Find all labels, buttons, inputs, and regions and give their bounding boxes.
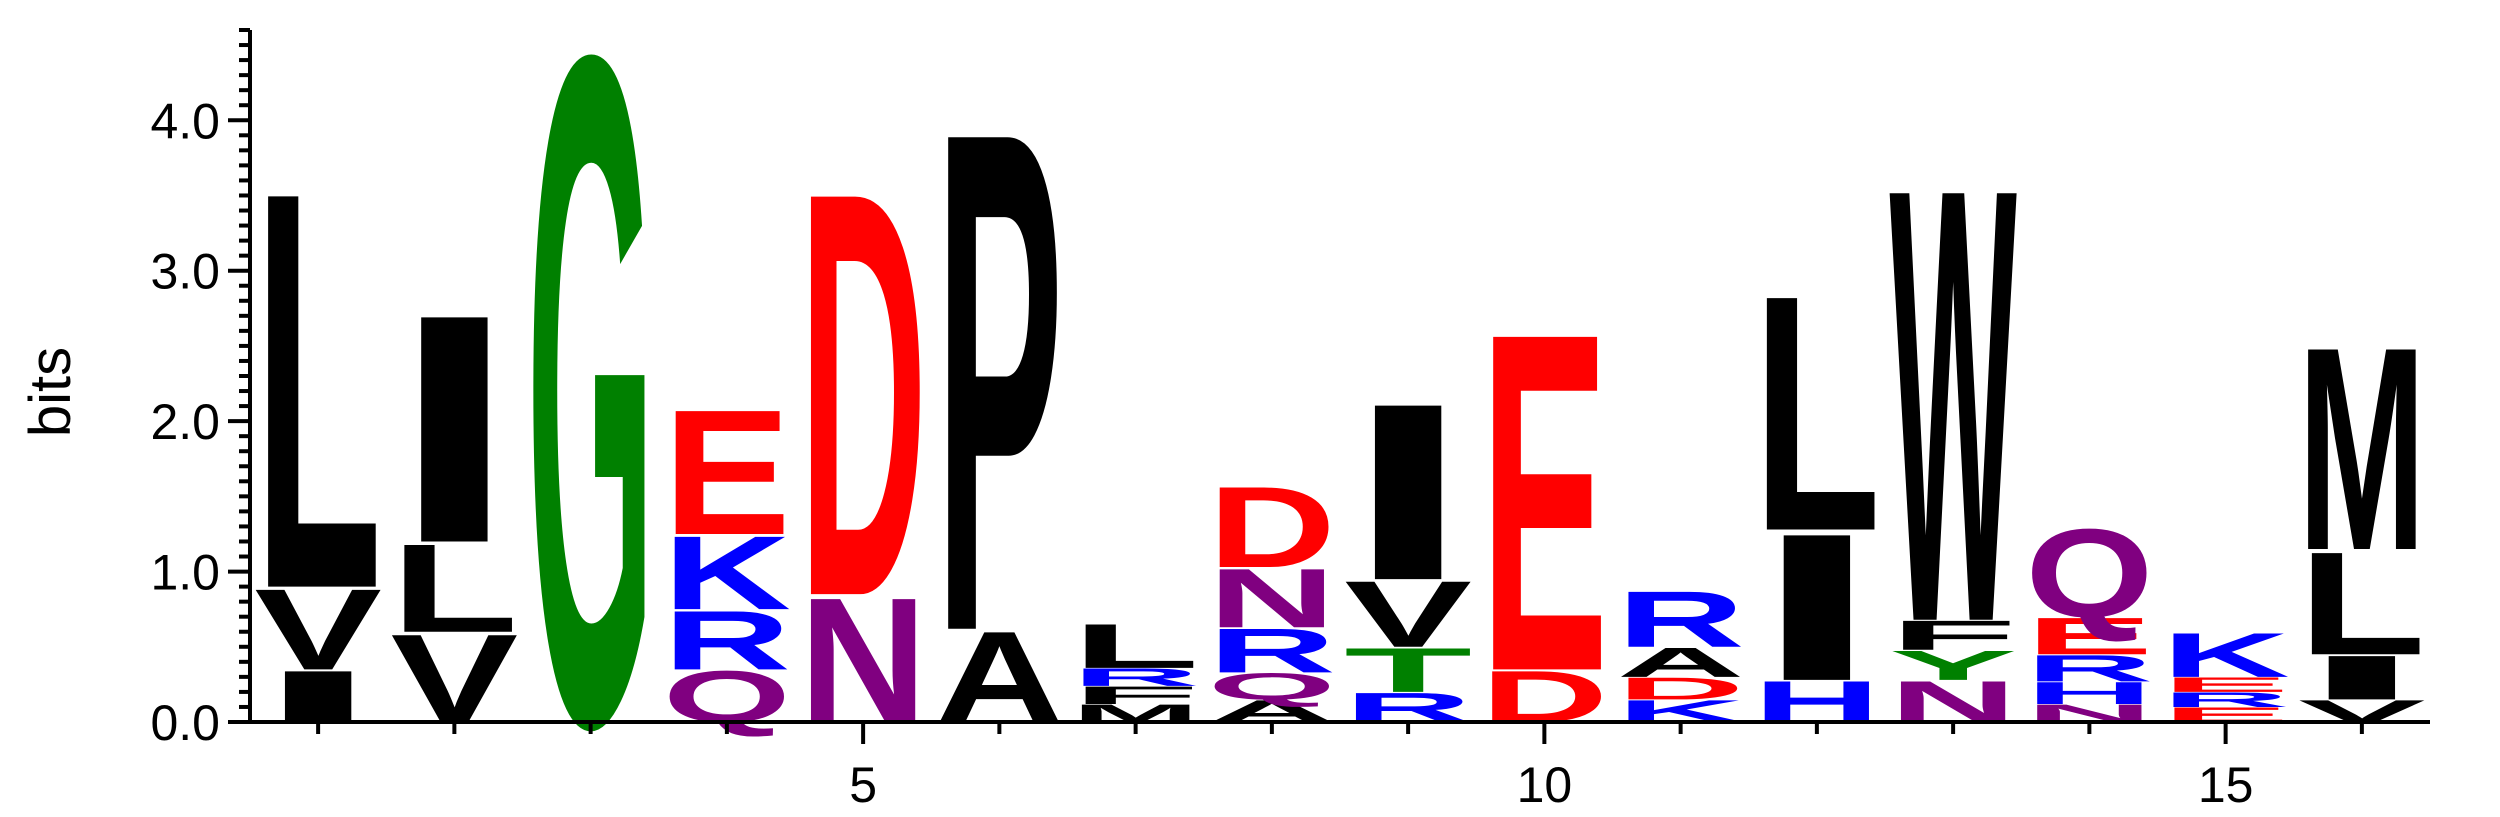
logo-letter-R: R (1072, 663, 1200, 691)
logo-letter-L: L (254, 73, 382, 707)
logo-letter-R: R (1617, 575, 1745, 664)
logo-letter-R: R (1208, 616, 1336, 686)
logo-letter-V: V (254, 565, 381, 694)
y-axis-ticks: 0.0 1.0 2.0 3.0 4.0 (150, 28, 250, 751)
logo-letter-Q: Q (2025, 503, 2153, 644)
logo-letter-E: E (2162, 673, 2290, 697)
logo-letter-E: E (663, 373, 791, 572)
logo-letter-I: I (390, 247, 518, 611)
logo-letter-I: I (1753, 490, 1881, 725)
logo-letter-E: E (1480, 232, 1608, 772)
logo-letter-E: E (2025, 607, 2153, 666)
logo-letter-M: M (2298, 288, 2426, 612)
logo-letter-F: F (1889, 612, 2017, 659)
logo-letter-K: K (663, 514, 791, 631)
logo-letter-L: L (1072, 611, 1200, 681)
y-axis-label: bits (18, 347, 83, 437)
logo-letter-W: W (1890, 60, 2018, 752)
x-tick-label: 5 (849, 757, 877, 813)
x-axis-ticks: 5 10 15 (316, 722, 2364, 813)
logo-letter-F: F (1072, 681, 1200, 709)
y-tick-label: 3.0 (150, 244, 220, 300)
logo-letter-R: R (2162, 688, 2290, 711)
logo-letter-D: D (1208, 463, 1336, 592)
y-tick-label: 4.0 (150, 93, 220, 149)
y-tick-label: 0.0 (150, 695, 220, 751)
logo-letter-L: L (2298, 522, 2426, 686)
logo-letter-D: D (1617, 671, 1745, 706)
x-tick-label: 15 (2198, 757, 2254, 813)
logo-letter-R: R (2025, 647, 2153, 689)
logo-letter-H: H (2025, 675, 2153, 710)
logo-letter-P: P (935, 0, 1063, 780)
logo-letter-L: L (390, 517, 518, 658)
logo-letter-L: L (1753, 226, 1881, 602)
y-tick-label: 1.0 (150, 545, 220, 601)
logo-letter-I: I (2298, 642, 2426, 713)
logo-letter-N: N (1208, 552, 1336, 646)
logo-letter-T: T (1344, 635, 1472, 705)
logo-letter-Y: Y (1889, 642, 2017, 689)
x-tick-label: 10 (1517, 757, 1573, 813)
y-tick-label: 2.0 (150, 394, 220, 450)
logo-letter-A: A (1617, 639, 1745, 686)
logo-letter-G: G (527, 0, 655, 817)
logo-letter-V: V (1344, 561, 1471, 667)
logo-letter-K: K (2162, 621, 2290, 691)
logo-letter-D: D (799, 71, 927, 717)
logo-letter-I: I (1344, 351, 1472, 633)
logo-letter-R: R (663, 594, 791, 688)
logo-letter-Q: Q (1208, 666, 1336, 708)
